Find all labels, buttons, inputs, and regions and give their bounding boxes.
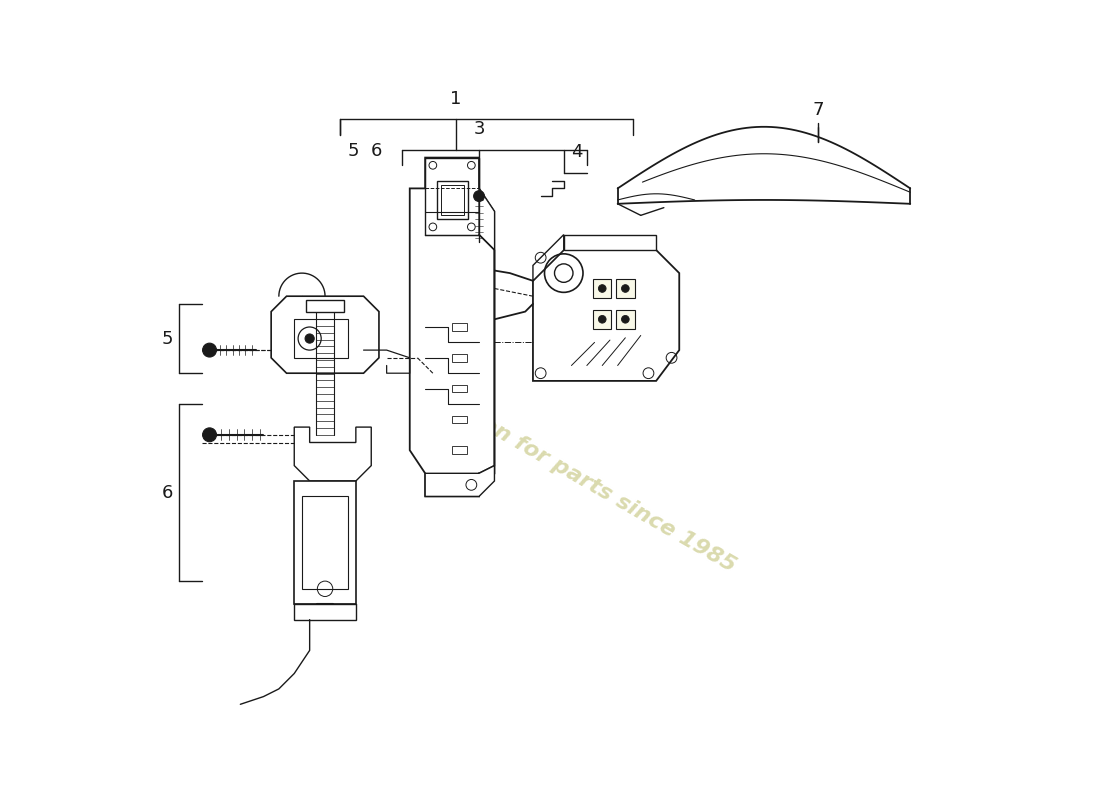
Bar [452,446,468,454]
Bar [593,279,612,298]
Polygon shape [271,296,378,373]
Circle shape [621,315,629,323]
Circle shape [305,334,315,343]
Text: 5: 5 [162,330,173,347]
Text: 3: 3 [473,120,485,138]
Text: 5  6: 5 6 [348,142,383,160]
Bar [452,415,468,423]
Polygon shape [295,481,355,604]
Polygon shape [534,234,563,281]
Text: 1: 1 [450,90,462,107]
Text: 6: 6 [162,483,173,502]
Bar [452,385,468,393]
Polygon shape [563,234,656,250]
Bar [295,319,348,358]
Bar [616,279,635,298]
Circle shape [598,285,606,292]
Bar [616,310,635,329]
Bar [452,323,468,331]
Polygon shape [306,300,344,311]
Polygon shape [295,604,355,619]
Circle shape [202,343,217,357]
Bar [593,310,612,329]
Polygon shape [409,158,495,496]
Circle shape [598,315,606,323]
Circle shape [474,190,484,202]
Circle shape [621,285,629,292]
Text: 7: 7 [812,101,824,119]
Text: 4: 4 [572,143,583,162]
Polygon shape [295,427,372,481]
Bar [440,185,464,215]
Bar [437,181,468,219]
Text: passion for parts since 1985: passion for parts since 1985 [421,380,740,575]
Circle shape [202,428,217,442]
Polygon shape [425,466,495,496]
Polygon shape [478,188,495,250]
Bar [301,496,348,589]
Bar [452,354,468,362]
Polygon shape [534,250,680,381]
